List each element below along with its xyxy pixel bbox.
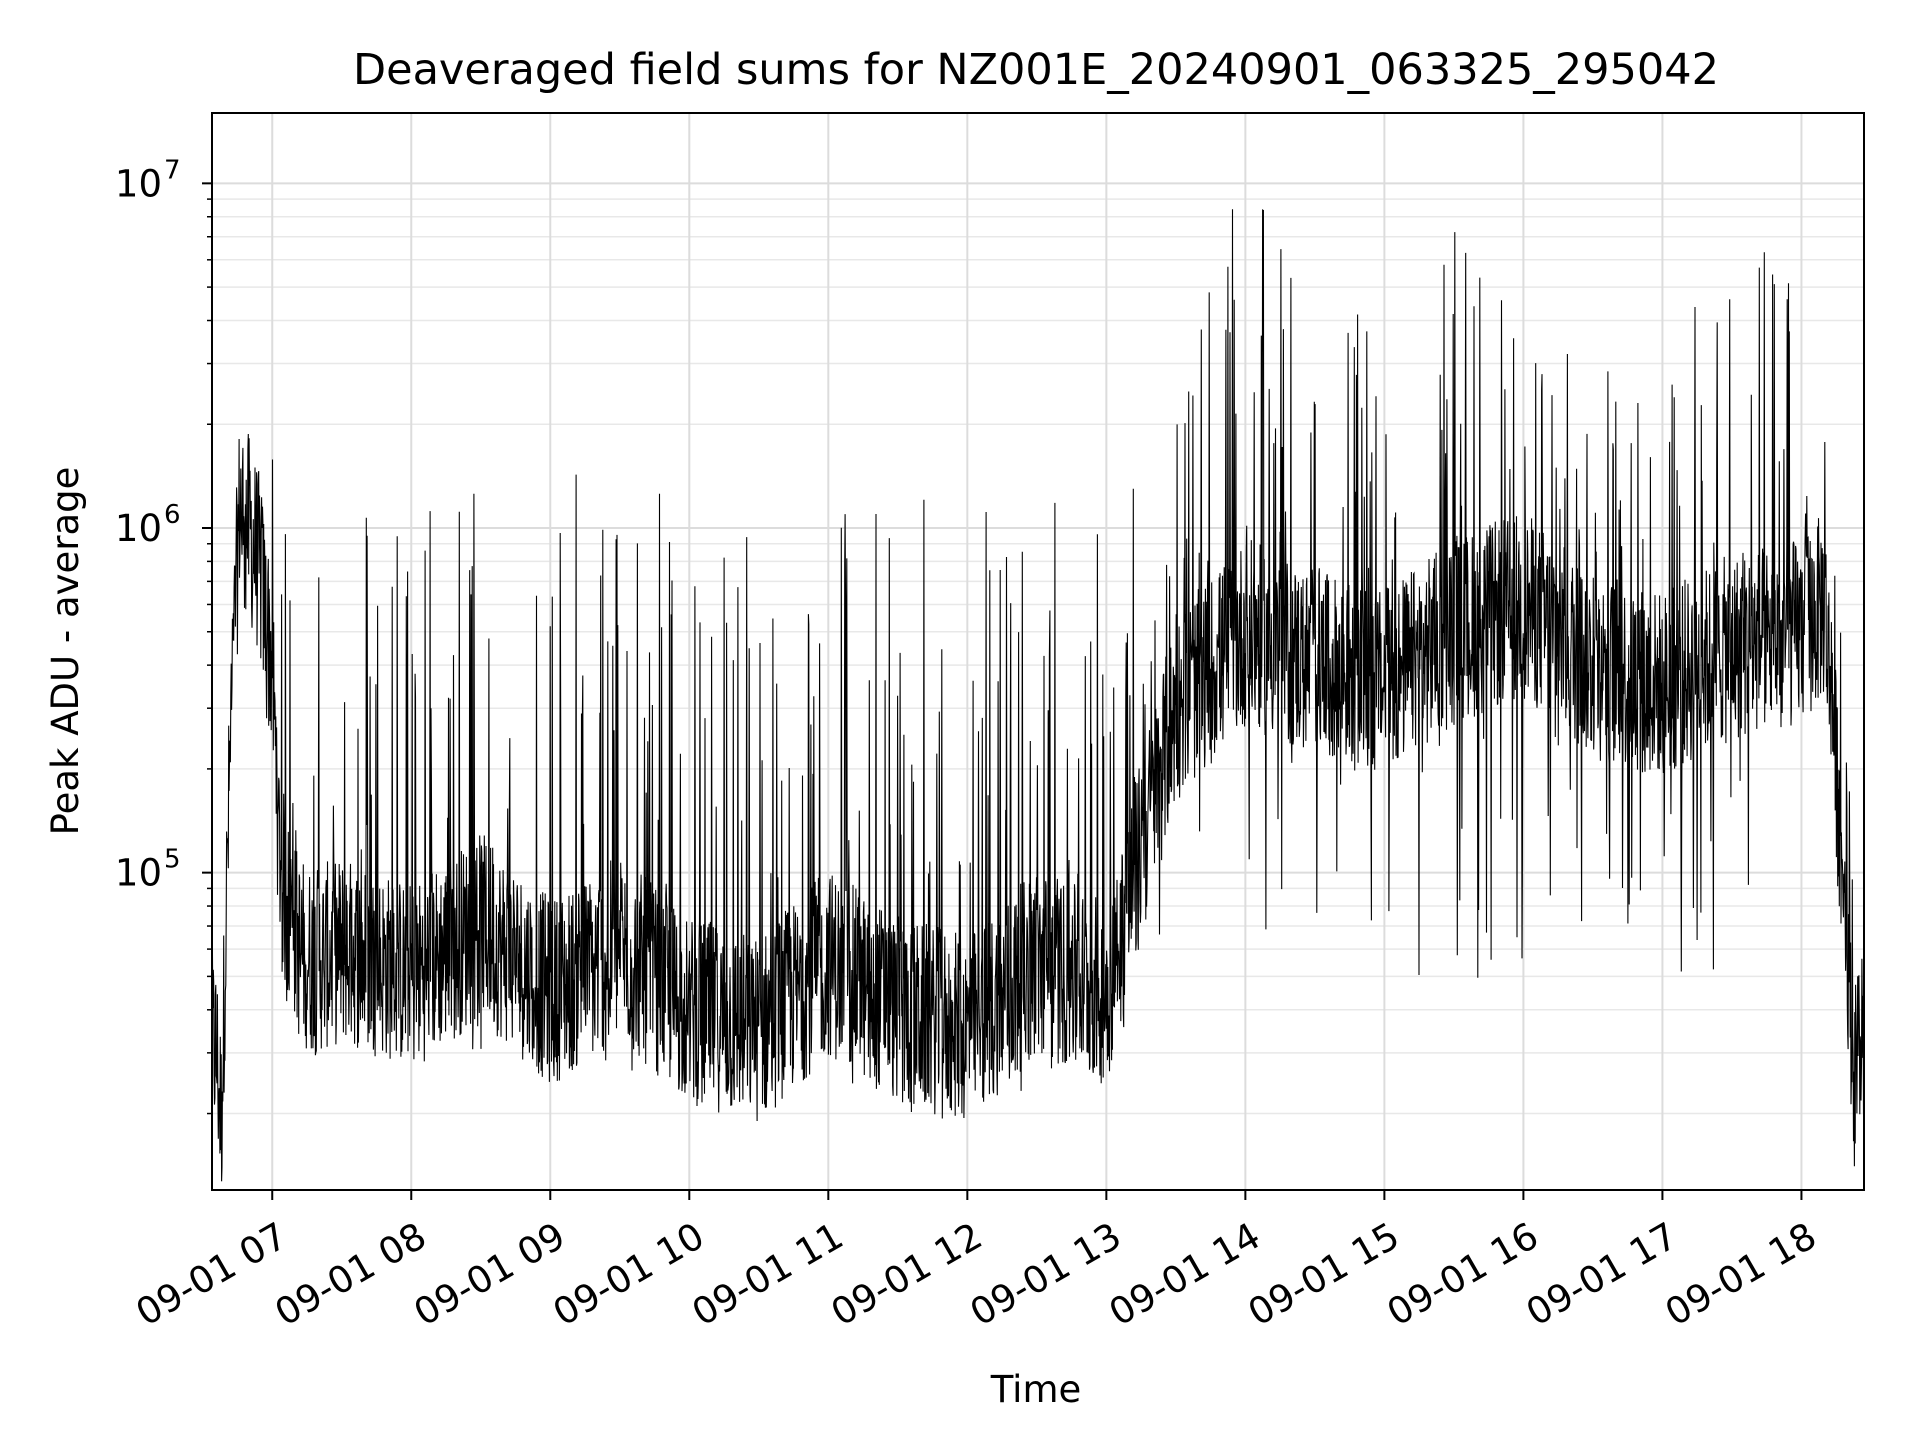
y-tick-label: 10 6	[115, 500, 181, 550]
plot-frame	[211, 112, 1865, 1191]
series-line	[211, 209, 1865, 1182]
y-tick-exponent: 6	[164, 500, 181, 530]
y-tick-label: 10 7	[115, 155, 181, 205]
grid-layer	[212, 113, 1864, 1190]
chart-title: Deaveraged field sums for NZ001E_2024090…	[353, 45, 1719, 95]
y-tick-base: 10	[115, 162, 162, 205]
y-tick-label: 10 5	[115, 845, 181, 895]
y-tick-exponent: 5	[164, 845, 181, 875]
y-tick-base: 10	[115, 852, 162, 895]
y-tick-base: 10	[115, 507, 162, 550]
x-axis-label: Time	[990, 1368, 1082, 1411]
series-layer	[211, 209, 1865, 1182]
y-tick-exponent: 7	[164, 155, 181, 185]
y-axis-label: Peak ADU - average	[44, 467, 87, 836]
